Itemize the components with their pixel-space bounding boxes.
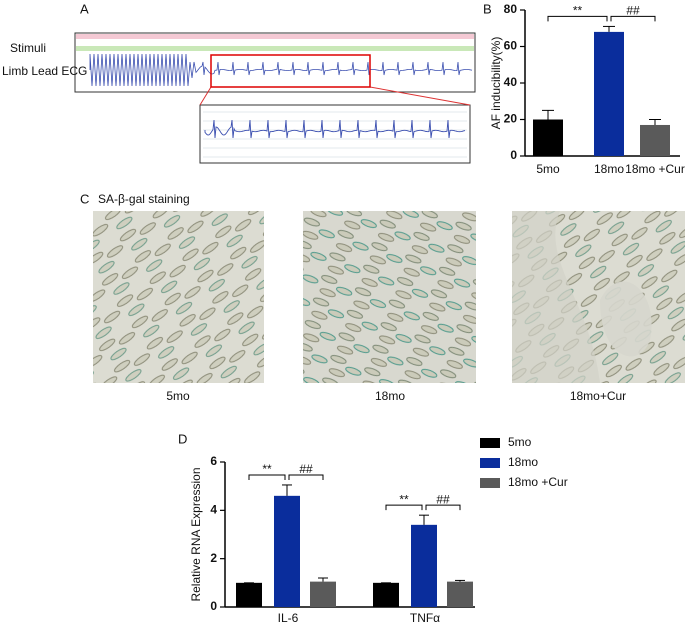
bar <box>640 124 670 156</box>
staining-title: SA-β-gal staining <box>98 192 190 206</box>
y-tick-label: 0 <box>510 148 517 162</box>
sig-bracket <box>288 474 324 480</box>
bar <box>411 524 437 607</box>
bar <box>533 119 563 156</box>
stain-image <box>303 211 476 383</box>
ecg-label: Stimuli <box>10 41 46 55</box>
stain-region <box>600 281 652 357</box>
sig-label: ** <box>262 462 272 476</box>
x-tick-label: TNFα <box>410 611 440 625</box>
sig-bracket <box>425 504 461 511</box>
stain-image <box>93 211 264 383</box>
x-tick-label: IL-6 <box>278 611 299 625</box>
zoom-frame <box>199 104 471 164</box>
image-caption: 5mo <box>166 389 190 403</box>
x-tick-label: 18mo +Cur <box>625 162 685 176</box>
legend-label: 5mo <box>508 435 532 449</box>
zoom-line <box>199 86 212 106</box>
panel-label: B <box>483 1 492 16</box>
ecg-header <box>76 46 474 51</box>
sig-label: ## <box>299 462 313 476</box>
x-tick-label: 18mo <box>594 162 624 176</box>
bar <box>594 31 624 156</box>
y-tick-label: 2 <box>210 551 217 565</box>
y-tick-label: 20 <box>504 112 518 126</box>
legend-label: 18mo +Cur <box>508 475 568 489</box>
x-tick-label: 5mo <box>536 162 560 176</box>
y-tick-label: 0 <box>210 599 217 613</box>
panel-label: C <box>80 191 89 206</box>
y-tick-label: 4 <box>210 503 217 517</box>
sig-bracket <box>547 15 608 22</box>
bar <box>310 581 336 607</box>
legend-swatch <box>480 458 500 468</box>
y-axis-label: AF inducibility(%) <box>489 37 503 130</box>
y-tick-label: 6 <box>210 454 217 468</box>
y-tick-label: 40 <box>504 75 518 89</box>
ecg-header <box>76 34 474 39</box>
stain-region <box>512 211 600 383</box>
sig-label: ## <box>436 492 450 506</box>
ecg-frame <box>74 32 476 93</box>
y-tick-label: 60 <box>504 39 518 53</box>
zoom-box <box>210 54 371 88</box>
image-caption: 18mo+Cur <box>570 389 626 403</box>
legend-label: 18mo <box>508 455 538 469</box>
sig-label: ## <box>626 4 640 18</box>
legend-swatch <box>480 438 500 448</box>
y-tick-label: 80 <box>504 2 518 16</box>
legend-swatch <box>480 478 500 488</box>
panel-label: D <box>178 431 187 446</box>
bar <box>274 495 300 607</box>
bar <box>373 582 399 607</box>
sig-bracket <box>385 504 423 511</box>
ecg-trace <box>89 53 473 87</box>
zoom-line <box>369 86 471 106</box>
ecg-label: Limb Lead ECG <box>2 64 87 78</box>
sig-bracket <box>610 15 656 22</box>
panel-label: A <box>80 1 89 16</box>
image-caption: 18mo <box>375 389 405 403</box>
sig-label: ** <box>573 4 583 18</box>
y-axis-label: Relative RNA Expression <box>189 467 203 601</box>
bar <box>236 582 262 607</box>
bar <box>447 581 473 607</box>
sig-bracket <box>248 474 286 480</box>
ecg-zoom-trace <box>204 119 466 139</box>
sig-label: ** <box>399 492 409 506</box>
